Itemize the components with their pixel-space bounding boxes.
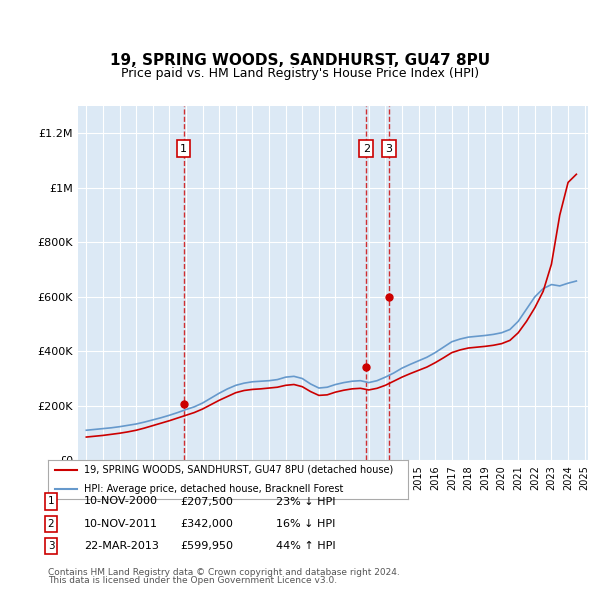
Text: £342,000: £342,000 <box>180 519 233 529</box>
Text: 1: 1 <box>180 144 187 153</box>
Text: 19, SPRING WOODS, SANDHURST, GU47 8PU: 19, SPRING WOODS, SANDHURST, GU47 8PU <box>110 53 490 68</box>
Text: 23% ↓ HPI: 23% ↓ HPI <box>276 497 335 506</box>
Text: 3: 3 <box>386 144 392 153</box>
Text: 16% ↓ HPI: 16% ↓ HPI <box>276 519 335 529</box>
Text: Price paid vs. HM Land Registry's House Price Index (HPI): Price paid vs. HM Land Registry's House … <box>121 67 479 80</box>
Text: 22-MAR-2013: 22-MAR-2013 <box>84 542 159 551</box>
Text: HPI: Average price, detached house, Bracknell Forest: HPI: Average price, detached house, Brac… <box>84 484 343 494</box>
Text: This data is licensed under the Open Government Licence v3.0.: This data is licensed under the Open Gov… <box>48 576 337 585</box>
Text: £599,950: £599,950 <box>180 542 233 551</box>
Text: 3: 3 <box>47 542 55 551</box>
Text: 2: 2 <box>363 144 370 153</box>
Text: 10-NOV-2000: 10-NOV-2000 <box>84 497 158 506</box>
Text: Contains HM Land Registry data © Crown copyright and database right 2024.: Contains HM Land Registry data © Crown c… <box>48 568 400 577</box>
Text: £207,500: £207,500 <box>180 497 233 506</box>
Text: 2: 2 <box>47 519 55 529</box>
Text: 1: 1 <box>47 497 55 506</box>
Text: 44% ↑ HPI: 44% ↑ HPI <box>276 542 335 551</box>
Text: 19, SPRING WOODS, SANDHURST, GU47 8PU (detached house): 19, SPRING WOODS, SANDHURST, GU47 8PU (d… <box>84 465 393 475</box>
Text: 10-NOV-2011: 10-NOV-2011 <box>84 519 158 529</box>
